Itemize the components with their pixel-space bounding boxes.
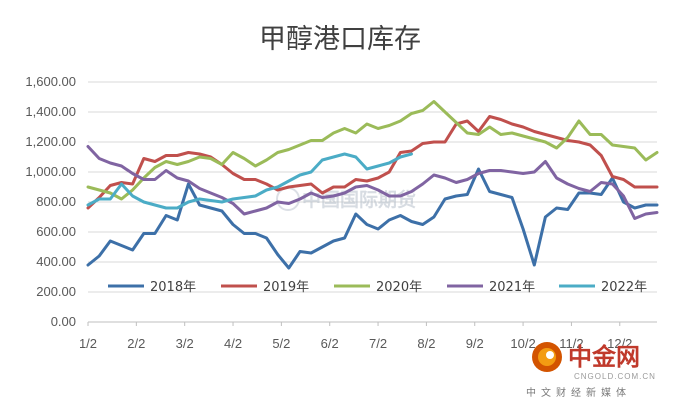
x-tick-label: 1/2 (79, 336, 97, 351)
x-axis-ticks: 1/2 2/2 3/2 4/2 5/2 6/2 7/2 8/2 9/2 10/2 11/2 12/2 (79, 322, 632, 351)
legend-label: 2020年 (376, 280, 422, 295)
x-tick-label: 12/2 (607, 336, 632, 351)
y-tick-label: 200.00 (36, 284, 76, 299)
x-tick-label: 5/2 (272, 336, 290, 351)
x-tick-label: 4/2 (224, 336, 242, 351)
x-tick-label: 7/2 (369, 336, 387, 351)
series-line-2 (86, 115, 659, 210)
y-tick-label: 1,600.00 (25, 74, 76, 89)
series-line-4 (86, 145, 659, 220)
logo-main-text: 中金网 (568, 343, 640, 371)
x-tick-label: 11/2 (559, 336, 583, 351)
y-tick-label: 1,200.00 (25, 134, 76, 149)
logo-sub-text: CNGOLD.COM.CN (574, 372, 656, 381)
cngold-logo: 中金网 CNGOLD.COM.CN 中文财经新媒体 (526, 342, 656, 399)
legend-label: 2019年 (263, 280, 309, 295)
y-tick-label: 1,400.00 (25, 104, 76, 119)
x-tick-label: 6/2 (321, 336, 339, 351)
x-tick-label: 2/2 (127, 336, 145, 351)
legend-label: 2018年 (150, 280, 196, 295)
logo-slogan-text: 中文财经新媒体 (526, 386, 631, 399)
x-tick-label: 9/2 (466, 336, 484, 351)
y-tick-label: 600.00 (36, 224, 76, 239)
legend-label: 2022年 (601, 280, 647, 295)
chart-title: 甲醇港口库存 (259, 24, 421, 55)
x-tick-label: 8/2 (417, 336, 435, 351)
x-tick-label: 3/2 (176, 336, 194, 351)
series-line-5 (86, 152, 413, 210)
series-line-3 (86, 100, 659, 201)
y-axis-ticks: 0.00 200.00 400.00 600.00 800.00 1,000.00 1,20… (25, 74, 76, 329)
y-tick-label: 0.00 (51, 314, 76, 329)
data-series (86, 100, 659, 270)
y-tick-label: 1,000.00 (25, 164, 76, 179)
x-tick-label: 10/2 (510, 336, 535, 351)
watermark-globe-icon (276, 187, 300, 211)
y-tick-label: 400.00 (36, 254, 76, 269)
series-line-1 (86, 167, 659, 270)
legend: 2018年 2019年 2020年 2021年 2022年 (108, 280, 647, 295)
legend-label: 2021年 (489, 280, 535, 295)
y-tick-label: 800.00 (36, 194, 76, 209)
